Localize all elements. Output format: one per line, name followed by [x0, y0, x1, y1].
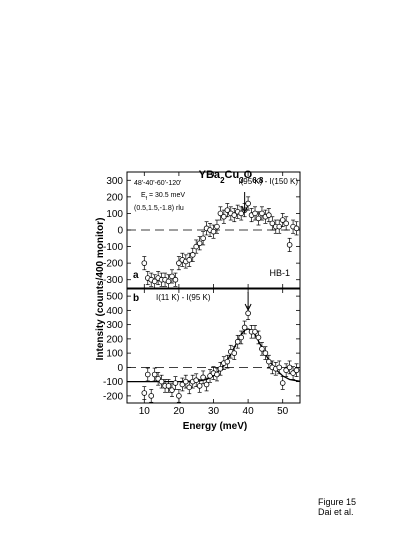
- y-tick-label: 200: [106, 334, 123, 345]
- data-point: [238, 210, 244, 217]
- data-point: [141, 390, 148, 396]
- peak-arrow-head: [244, 303, 252, 312]
- figure-caption-authors: Dai et al.: [318, 507, 354, 517]
- data-point: [200, 235, 206, 242]
- data-point: [259, 210, 265, 217]
- data-point: [165, 383, 172, 389]
- data-point: [231, 350, 238, 356]
- difference-annotation: I(95 K) - I(150 K): [238, 177, 298, 186]
- data-point: [279, 380, 286, 386]
- data-point: [245, 200, 251, 207]
- x-tick-label: 40: [243, 406, 255, 417]
- data-point: [165, 278, 172, 285]
- data-point: [172, 276, 179, 283]
- data-point: [255, 334, 262, 341]
- data-point: [193, 243, 200, 250]
- y-tick-label: -200: [103, 391, 123, 402]
- data-point: [196, 383, 203, 389]
- data-point: [231, 212, 238, 218]
- y-tick-label: 400: [106, 306, 123, 317]
- panel-a: 300 200 100 0 -100 -200 -300 a HB-1 I(95 K) - I(1…: [103, 171, 301, 289]
- y-tick-label: 300: [106, 320, 123, 331]
- data-point: [151, 371, 158, 378]
- difference-annotation: I(11 K) - I(95 K): [156, 293, 211, 302]
- data-point: [169, 273, 175, 280]
- y-tick-label: 0: [117, 226, 123, 237]
- data-point: [214, 223, 220, 230]
- q-position-info: (0.5,1.5,-1.8) rlu: [134, 205, 184, 212]
- data-point: [262, 350, 269, 356]
- data-point: [266, 358, 272, 365]
- y-tick-label: -200: [103, 259, 123, 270]
- collimation-info: 48'-40'-60'-120': [134, 180, 181, 187]
- x-tick-label: 50: [277, 406, 289, 417]
- data-point: [144, 371, 151, 378]
- data-point: [283, 220, 289, 227]
- data-point: [193, 377, 200, 384]
- data-point: [217, 210, 224, 217]
- data-point: [151, 278, 158, 285]
- y-axis-label: Intensity (counts/400 monitor): [95, 218, 106, 361]
- data-point: [238, 334, 244, 341]
- y-tick-label: -300: [103, 275, 123, 286]
- data-point: [259, 346, 265, 352]
- data-point: [183, 378, 189, 385]
- x-axis-label: Energy (meV): [183, 421, 247, 432]
- data-point: [189, 252, 196, 258]
- data-point: [224, 358, 231, 365]
- data-point: [241, 324, 248, 331]
- data-point: [186, 257, 193, 263]
- data-point: [255, 215, 262, 222]
- y-tick-label: 100: [106, 209, 123, 220]
- data-point: [203, 381, 210, 388]
- plot-frame: [126, 288, 301, 404]
- chart-title: YBa2Cu3O6.8: [199, 169, 264, 185]
- y-tick-label: -100: [103, 242, 123, 253]
- y-tick-label: 300: [106, 176, 123, 187]
- x-tick-label: 20: [173, 406, 185, 417]
- data-point: [148, 393, 155, 399]
- data-point: [214, 371, 220, 378]
- data-point: [196, 240, 203, 247]
- instrument-label: HB-1: [269, 268, 290, 278]
- panel-b: 500 400 300 200 100 0 -100 -200 10 20 30 40 50 b I(11 …: [103, 288, 301, 417]
- data-point: [279, 217, 286, 223]
- y-tick-label: -100: [103, 377, 123, 388]
- data-point: [286, 242, 293, 248]
- data-point: [158, 378, 165, 385]
- x-tick-label: 10: [139, 406, 151, 417]
- data-point: [169, 387, 175, 393]
- x-tick-label: 30: [208, 406, 220, 417]
- data-point: [141, 260, 148, 266]
- peak-arrow-head: [241, 205, 249, 214]
- data-point: [186, 384, 193, 391]
- y-tick-label: 500: [106, 292, 123, 303]
- data-point: [286, 364, 293, 371]
- data-point: [176, 260, 182, 266]
- data-point: [210, 228, 217, 235]
- data-point: [200, 374, 206, 381]
- data-point: [293, 225, 300, 232]
- y-tick-label: 0: [117, 363, 123, 374]
- data-point: [252, 210, 258, 217]
- data-point: [269, 220, 276, 227]
- data-point: [252, 328, 258, 335]
- data-point: [172, 380, 179, 386]
- final-energy-info: Ef = 30.5 meV: [141, 192, 185, 202]
- figure-caption-number: Figure 15: [318, 497, 357, 507]
- y-tick-label: 200: [106, 192, 123, 203]
- data-point: [224, 207, 231, 213]
- y-tick-label: 100: [106, 349, 123, 360]
- data-point: [276, 364, 283, 371]
- data-point: [176, 393, 182, 399]
- data-point: [266, 212, 272, 218]
- data-point: [234, 338, 241, 345]
- data-point: [293, 367, 300, 374]
- data-point: [217, 365, 224, 372]
- panel-label-a: a: [133, 270, 139, 281]
- data-point: [245, 310, 251, 317]
- panel-label-b: b: [133, 293, 139, 304]
